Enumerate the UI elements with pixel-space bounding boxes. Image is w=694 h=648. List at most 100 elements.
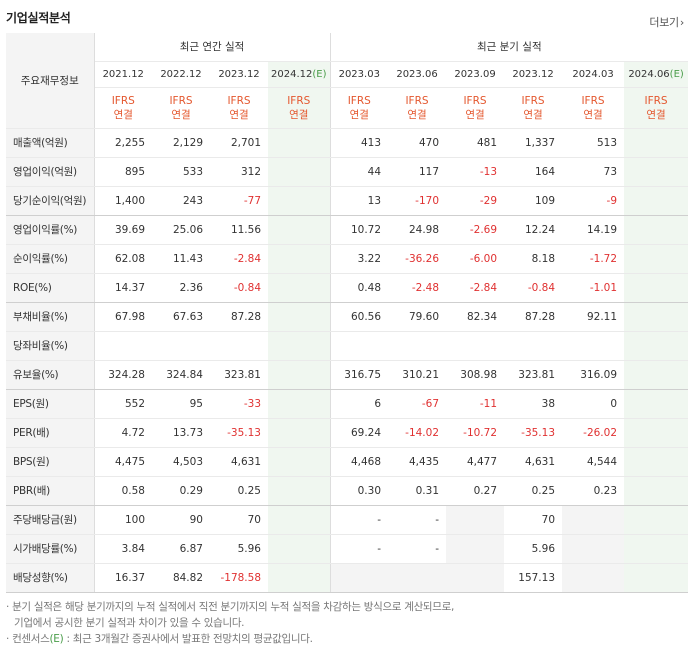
table-cell: 3.22: [330, 244, 389, 274]
period-header: 2021.12: [94, 61, 152, 88]
table-cell: [330, 331, 389, 361]
table-cell: 117: [388, 157, 447, 187]
table-row: 당기순이익(억원) 1,400 243 -77 13 -170 -29 109 -9: [6, 186, 689, 216]
table-cell: [268, 360, 331, 390]
basis-header: IFRS 연결: [330, 87, 389, 129]
table-cell: [268, 331, 331, 361]
table-cell: [504, 331, 563, 361]
table-cell: 552: [94, 389, 152, 419]
table-cell: 25.06: [152, 215, 210, 245]
table-cell: 0.25: [210, 476, 268, 506]
table-cell: -0.84: [504, 273, 563, 303]
footnote-1: · 분기 실적은 해당 분기까지의 누적 실적에서 직전 분기까지의 누적 실적…: [6, 601, 455, 613]
table-cell: 84.82: [152, 563, 210, 593]
table-cell: 5.96: [210, 534, 268, 564]
row-label: 당기순이익(억원): [6, 186, 95, 216]
quarter-group-header: 최근 분기 실적: [330, 33, 689, 62]
table-cell: [624, 331, 689, 361]
table-cell: 0.27: [446, 476, 505, 506]
table-cell: 324.28: [94, 360, 152, 390]
row-label: ROE(%): [6, 273, 95, 303]
period-header: 2023.12: [504, 61, 563, 88]
table-cell: 0.23: [562, 476, 625, 506]
table-cell: 14.19: [562, 215, 625, 245]
table-row: EPS(원) 552 95 -33 6 -67 -11 38 0: [6, 389, 689, 419]
table-cell: [624, 534, 689, 564]
table-cell: [268, 128, 331, 158]
table-cell: [624, 360, 689, 390]
table-cell: [330, 563, 389, 593]
table-cell: 0.58: [94, 476, 152, 506]
period-header: 2024.03: [562, 61, 625, 88]
chevron-right-icon: ›: [679, 16, 684, 29]
table-cell: [624, 505, 689, 535]
table-cell: [268, 215, 331, 245]
table-cell: [268, 476, 331, 506]
table-cell: 82.34: [446, 302, 505, 332]
more-link[interactable]: 더보기›: [649, 14, 684, 30]
table-cell: 308.98: [446, 360, 505, 390]
table-cell: 1,400: [94, 186, 152, 216]
table-cell: 481: [446, 128, 505, 158]
table-cell: [624, 128, 689, 158]
table-row: 배당성향(%) 16.37 84.82 -178.58 157.13: [6, 563, 689, 593]
footnote-1-cont: 기업에서 공시한 분기 실적과 차이가 있을 수 있습니다.: [14, 617, 245, 629]
period-header: 2022.12: [152, 61, 210, 88]
table-cell: 470: [388, 128, 447, 158]
table-cell: [624, 244, 689, 274]
table-cell: -36.26: [388, 244, 447, 274]
table-cell: 4,477: [446, 447, 505, 477]
table-cell: [562, 331, 625, 361]
table-cell: [268, 447, 331, 477]
table-cell: 2,129: [152, 128, 210, 158]
table-cell: [624, 476, 689, 506]
table-cell: [624, 563, 689, 593]
table-cell: 70: [210, 505, 268, 535]
table-cell: [624, 302, 689, 332]
table-cell: 38: [504, 389, 563, 419]
table-cell: 6.87: [152, 534, 210, 564]
row-label: BPS(원): [6, 447, 95, 477]
table-cell: 24.98: [388, 215, 447, 245]
table-cell: 79.60: [388, 302, 447, 332]
table-cell: 92.11: [562, 302, 625, 332]
basis-header: IFRS 연결: [388, 87, 447, 129]
table-cell: 513: [562, 128, 625, 158]
row-label: 주당배당금(원): [6, 505, 95, 535]
table-cell: [446, 331, 505, 361]
table-row: 순이익률(%) 62.08 11.43 -2.84 3.22 -36.26 -6.00 8.1…: [6, 244, 689, 274]
table-row: 부채비율(%) 67.98 67.63 87.28 60.56 79.60 82.34 87.…: [6, 302, 689, 332]
basis-header: IFRS 연결: [210, 87, 268, 129]
basis-header: IFRS 연결: [562, 87, 625, 129]
table-cell: -: [330, 534, 389, 564]
table-cell: 5.96: [504, 534, 563, 564]
table-cell: [388, 563, 447, 593]
table-cell: 12.24: [504, 215, 563, 245]
table-row: 매출액(억원) 2,255 2,129 2,701 413 470 481 1,337 513: [6, 128, 689, 158]
table-cell: [268, 244, 331, 274]
table-cell: -77: [210, 186, 268, 216]
table-cell: 1,337: [504, 128, 563, 158]
table-cell: 533: [152, 157, 210, 187]
footnote-2: · 컨센서스(E) : 최근 3개월간 증권사에서 발표한 전망치의 평균값입니…: [6, 633, 313, 645]
table-cell: -1.72: [562, 244, 625, 274]
table-cell: [152, 331, 210, 361]
table-cell: -35.13: [210, 418, 268, 448]
table-cell: 413: [330, 128, 389, 158]
table-cell: -67: [388, 389, 447, 419]
row-label: 영업이익(억원): [6, 157, 95, 187]
table-cell: 16.37: [94, 563, 152, 593]
table-cell: -14.02: [388, 418, 447, 448]
table-cell: [562, 563, 625, 593]
table-cell: [268, 418, 331, 448]
table-row: ROE(%) 14.37 2.36 -0.84 0.48 -2.48 -2.84 -0.84-…: [6, 273, 689, 303]
period-header: 2023.06: [388, 61, 447, 88]
table-cell: 0: [562, 389, 625, 419]
table-cell: -13: [446, 157, 505, 187]
table-cell: 0.48: [330, 273, 389, 303]
table-cell: 157.13: [504, 563, 563, 593]
table-cell: 323.81: [210, 360, 268, 390]
table-cell: [268, 157, 331, 187]
table-cell: 2.36: [152, 273, 210, 303]
